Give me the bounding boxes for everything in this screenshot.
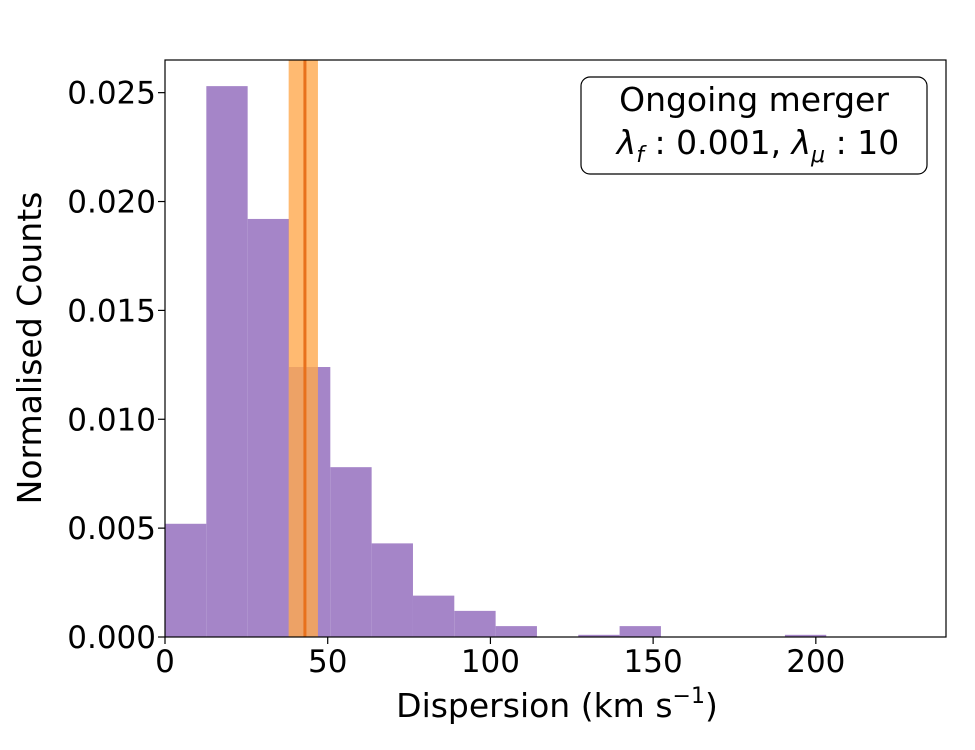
y-tick-label: 0.015 bbox=[67, 293, 156, 329]
y-tick-label: 0.000 bbox=[67, 620, 156, 656]
x-tick-label: 100 bbox=[461, 644, 520, 680]
y-tick-label: 0.010 bbox=[67, 402, 156, 438]
x-tick-label: 150 bbox=[624, 644, 683, 680]
y-axis-label: Normalised Counts bbox=[10, 192, 49, 505]
histogram-bar bbox=[784, 634, 827, 637]
y-axis-ticks: 0.000 0.005 0.010 0.015 0.020 0.025 bbox=[67, 76, 165, 656]
histogram-bar bbox=[330, 467, 372, 637]
legend-box: Ongoing merger λf : 0.001, λμ : 10 bbox=[580, 76, 928, 175]
x-tick-label: 0 bbox=[155, 644, 175, 680]
histogram-bar bbox=[412, 595, 455, 637]
y-tick-label: 0.025 bbox=[67, 76, 156, 112]
dispersion-uncertainty-band bbox=[288, 60, 318, 637]
histogram-bar bbox=[495, 626, 537, 637]
histogram-bar bbox=[206, 86, 248, 638]
histogram-bar bbox=[619, 626, 661, 637]
legend-frame bbox=[580, 76, 928, 175]
x-tick-label: 200 bbox=[786, 644, 845, 680]
y-tick-label: 0.005 bbox=[67, 511, 156, 547]
plot-frame bbox=[164, 59, 947, 638]
histogram-bar bbox=[247, 218, 289, 637]
histogram-bar bbox=[371, 543, 413, 637]
histogram-bar bbox=[165, 523, 207, 637]
legend-title: Ongoing merger bbox=[619, 80, 889, 119]
x-tick-label: 50 bbox=[308, 644, 347, 680]
y-tick-label: 0.020 bbox=[67, 185, 156, 221]
legend-parameters: λf : 0.001, λμ : 10 bbox=[615, 123, 899, 168]
histogram-bar bbox=[454, 610, 496, 637]
histogram-bar bbox=[578, 634, 620, 637]
x-axis-label: Dispersion (km s−1) bbox=[396, 684, 718, 725]
measured-dispersion-marker bbox=[288, 60, 318, 637]
x-axis-ticks: 0 50 100 150 200 bbox=[155, 637, 845, 680]
